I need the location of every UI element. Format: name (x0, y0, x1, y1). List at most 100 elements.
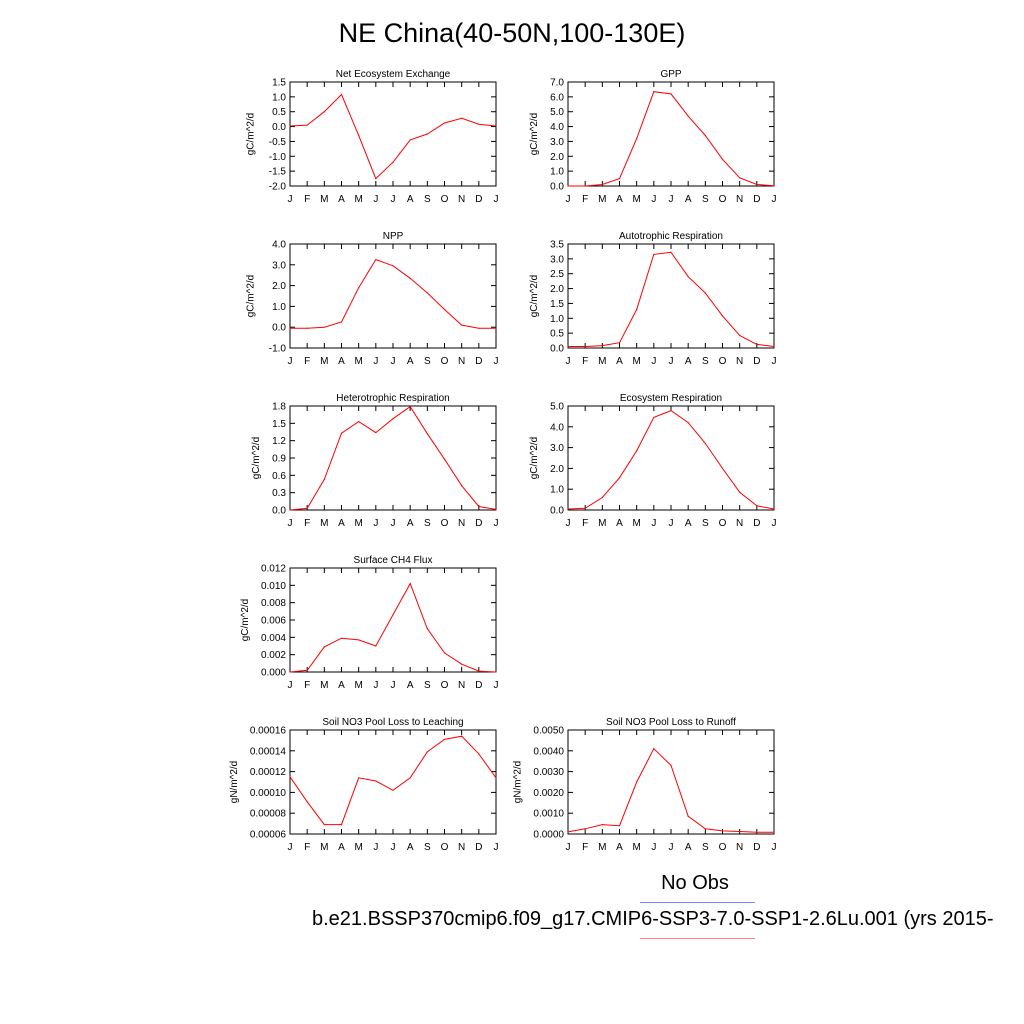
y-tick-label: 0.0 (550, 506, 564, 517)
x-tick-label: F (304, 518, 310, 529)
y-tick-label: -2.0 (269, 182, 287, 193)
y-axis-label: gN/m^2/d (229, 761, 240, 804)
x-tick-label: M (598, 356, 606, 367)
data-point (392, 265, 394, 267)
data-point (306, 801, 308, 803)
x-tick-label: M (354, 356, 362, 367)
data-point (375, 645, 377, 647)
data-point (409, 405, 411, 408)
y-tick-label: 0.00014 (250, 746, 287, 757)
chart-title: Soil NO3 Pool Loss to Runoff (606, 717, 736, 728)
data-point (773, 508, 775, 510)
data-point (567, 831, 569, 833)
x-tick-label: O (719, 842, 727, 853)
series-line (289, 93, 497, 180)
x-tick-label: J (494, 842, 499, 853)
data-point (409, 139, 411, 141)
x-tick-label: S (424, 680, 431, 691)
data-point (687, 276, 689, 278)
data-point (323, 646, 325, 648)
data-point (306, 327, 308, 329)
x-tick-label: F (304, 680, 310, 691)
x-tick-label: A (338, 680, 345, 691)
y-tick-label: 1.2 (272, 436, 286, 447)
data-point (323, 111, 325, 113)
data-point (443, 458, 446, 460)
chart-title: Ecosystem Respiration (620, 393, 722, 404)
x-tick-label: J (391, 194, 396, 205)
y-tick-label: -1.5 (269, 167, 287, 178)
data-point (306, 507, 308, 509)
x-tick-label: D (475, 518, 482, 529)
plot-frame (289, 405, 497, 511)
data-point (340, 824, 343, 826)
figure-title: NE China(40-50N,100-130E) (338, 18, 686, 48)
data-point (323, 478, 325, 480)
y-tick-label: 3.0 (550, 443, 564, 454)
x-tick-label: D (753, 842, 760, 853)
data-point (653, 253, 655, 255)
x-tick-label: S (702, 356, 709, 367)
y-tick-label: 4.0 (550, 122, 564, 133)
data-point (704, 828, 706, 830)
data-point (495, 671, 497, 673)
chart-title: GPP (660, 69, 681, 80)
x-tick-label: J (669, 194, 674, 205)
x-tick-label: D (753, 194, 760, 205)
data-point (461, 485, 463, 487)
data-point (478, 753, 480, 755)
x-tick-label: J (373, 680, 378, 691)
data-point (358, 639, 360, 641)
data-point (618, 825, 621, 827)
y-tick-label: 0.0040 (533, 746, 564, 757)
x-tick-label: M (320, 356, 328, 367)
x-tick-label: M (320, 680, 328, 691)
y-tick-label: 0.5 (550, 329, 564, 340)
data-point (601, 183, 603, 186)
data-point (618, 177, 621, 180)
data-point (323, 824, 325, 826)
y-tick-label: 2.0 (550, 152, 564, 163)
data-point (426, 628, 428, 630)
y-tick-label: 1.5 (550, 299, 564, 310)
data-point (340, 432, 343, 434)
data-point (618, 342, 621, 344)
y-tick-label: 1.5 (272, 78, 286, 89)
data-point (756, 831, 758, 833)
data-point (670, 764, 672, 766)
x-tick-label: J (566, 194, 571, 205)
x-tick-label: F (304, 194, 310, 205)
x-tick-label: A (407, 356, 414, 367)
data-point (443, 308, 446, 311)
data-point (426, 433, 428, 435)
x-tick-label: D (475, 680, 482, 691)
y-tick-label: 1.0 (550, 167, 564, 178)
x-tick-label: O (719, 518, 727, 529)
data-point (567, 508, 569, 510)
data-point (426, 133, 428, 135)
data-point (340, 93, 343, 96)
plot-frame (289, 243, 497, 349)
data-point (584, 345, 586, 348)
x-tick-label: N (736, 194, 743, 205)
x-tick-label: F (582, 842, 588, 853)
y-tick-label: 0.00016 (250, 726, 287, 737)
y-axis-label: gC/m^2/d (240, 599, 251, 642)
data-point (306, 669, 308, 671)
data-point (443, 122, 446, 124)
data-point (478, 670, 480, 672)
data-point (773, 345, 775, 348)
data-point (704, 134, 706, 137)
data-point (375, 780, 377, 782)
legend-line-model (640, 938, 755, 939)
y-tick-label: 0.00012 (250, 767, 287, 778)
data-point (721, 830, 724, 832)
data-point (601, 496, 603, 499)
data-point (461, 117, 463, 119)
y-tick-label: 0.00006 (250, 830, 287, 841)
x-tick-label: A (407, 842, 414, 853)
series-line (567, 747, 774, 833)
y-tick-label: 0.0 (272, 323, 286, 334)
x-tick-label: N (458, 680, 465, 691)
